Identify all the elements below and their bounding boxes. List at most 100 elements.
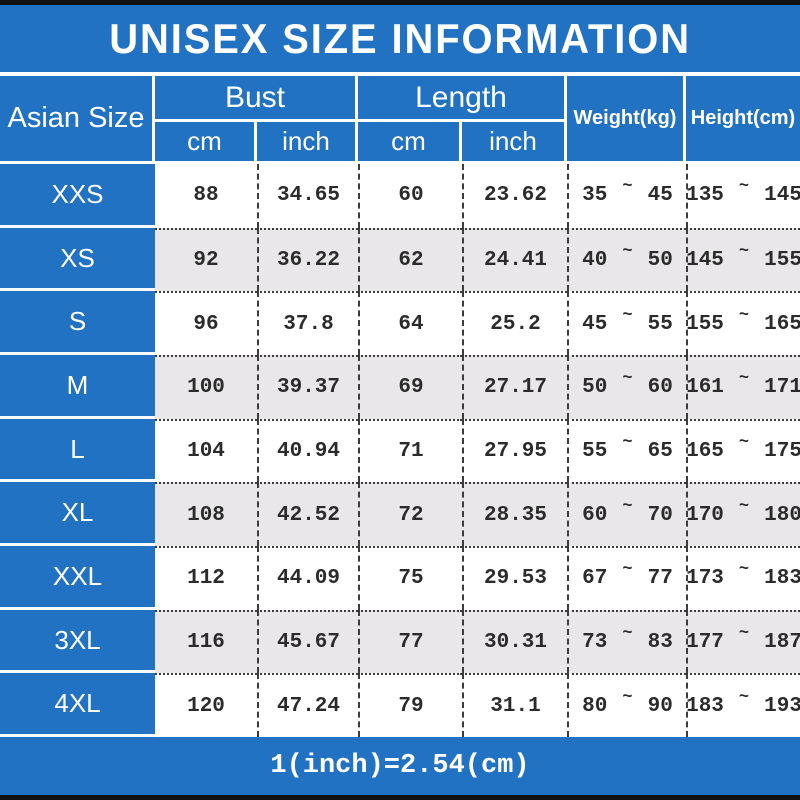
range-tilde: ~	[738, 624, 750, 644]
size-cell: 4XL	[0, 673, 155, 738]
table-row: L 104 40.94 71 27.95 55 ~65 165 ~175	[0, 418, 800, 483]
bust-inch-cell: 45.67	[257, 609, 358, 674]
bust-cm-cell: 116	[155, 609, 257, 674]
weight-range-cell: 67 ~77	[567, 546, 686, 610]
height-range-cell: 135 ~145	[686, 164, 800, 228]
weight-range-cell: 80 ~90	[567, 673, 686, 738]
height-range-cell: 173 ~183	[686, 546, 800, 610]
bust-cm-cell: 92	[155, 227, 257, 292]
table-row: S 96 37.8 64 25.2 45 ~55 155 ~165	[0, 291, 800, 356]
range-tilde: ~	[738, 433, 750, 453]
title-band: UNISEX SIZE INFORMATION	[0, 5, 800, 76]
length-inch-cell: 31.1	[462, 673, 567, 738]
length-cm-cell: 71	[358, 418, 462, 483]
length-cm-cell: 77	[358, 609, 462, 674]
range-tilde: ~	[738, 369, 750, 389]
length-inch-cell: 27.17	[462, 355, 567, 419]
range-tilde: ~	[738, 242, 750, 261]
header-cell-weight: Weight(kg)	[567, 76, 686, 161]
conversion-note: 1(inch)=2.54(cm)	[270, 751, 530, 781]
height-range-cell: 170 ~180	[686, 482, 800, 547]
length-cm-cell: 72	[358, 482, 462, 547]
header-cell-length: Length	[358, 76, 567, 122]
bust-cm-cell: 100	[155, 355, 257, 419]
range-tilde: ~	[738, 496, 750, 516]
size-cell: L	[0, 418, 155, 483]
bust-cm-cell: 112	[155, 546, 257, 610]
range-tilde: ~	[622, 624, 633, 644]
bust-cm-cell: 120	[155, 673, 257, 738]
height-range-cell: 183 ~193	[686, 673, 800, 738]
weight-range-cell: 45 ~55	[567, 291, 686, 356]
header-cell-bust: Bust	[155, 76, 358, 122]
weight-range-cell: 60 ~70	[567, 482, 686, 547]
weight-range-cell: 40 ~50	[567, 227, 686, 292]
bust-inch-cell: 44.09	[257, 546, 358, 610]
length-cm-cell: 62	[358, 227, 462, 292]
table-row: XS 92 36.22 62 24.41 40 ~50 145 ~155	[0, 227, 800, 292]
bust-inch-cell: 39.37	[257, 355, 358, 419]
bust-cm-cell: 96	[155, 291, 257, 356]
weight-range-cell: 50 ~60	[567, 355, 686, 419]
size-cell: M	[0, 355, 155, 419]
height-range-cell: 155 ~165	[686, 291, 800, 356]
range-tilde: ~	[738, 177, 750, 197]
range-tilde: ~	[622, 433, 633, 453]
length-inch-cell: 24.41	[462, 227, 567, 292]
length-inch-cell: 25.2	[462, 291, 567, 356]
table-row: XL 108 42.52 72 28.35 60 ~70 170 ~180	[0, 482, 800, 547]
size-cell: XS	[0, 227, 155, 292]
header-cell-height: Height(cm)	[686, 76, 800, 161]
table-header: Asian Size Bust Length Weight(kg) Height…	[0, 76, 800, 164]
range-tilde: ~	[622, 369, 633, 389]
range-tilde: ~	[622, 242, 633, 261]
subheader-bust-inch: inch	[257, 122, 358, 161]
table-body: XXS 88 34.65 60 23.62 35 ~45 135 ~145 XS 9…	[0, 164, 800, 738]
size-cell: XXS	[0, 164, 155, 228]
range-tilde: ~	[738, 687, 750, 707]
range-tilde: ~	[622, 305, 633, 325]
table-row: M 100 39.37 69 27.17 50 ~60 161 ~171	[0, 355, 800, 419]
height-range-cell: 177 ~187	[686, 609, 800, 674]
range-tilde: ~	[738, 560, 750, 580]
header-cell-asian-size: Asian Size	[0, 76, 155, 161]
bust-cm-cell: 108	[155, 482, 257, 547]
footer-band: 1(inch)=2.54(cm)	[0, 737, 800, 795]
subheader-bust-cm: cm	[155, 122, 257, 161]
table-row: 3XL 116 45.67 77 30.31 73 ~83 177 ~187	[0, 609, 800, 674]
range-tilde: ~	[622, 560, 633, 580]
height-range-cell: 161 ~171	[686, 355, 800, 419]
bust-inch-cell: 36.22	[257, 227, 358, 292]
bottom-bar	[0, 795, 800, 800]
height-range-cell: 145 ~155	[686, 227, 800, 292]
length-inch-cell: 27.95	[462, 418, 567, 483]
bust-inch-cell: 37.8	[257, 291, 358, 356]
table-row: 4XL 120 47.24 79 31.1 80 ~90 183 ~193	[0, 673, 800, 738]
table-row: XXS 88 34.65 60 23.62 35 ~45 135 ~145	[0, 164, 800, 228]
length-cm-cell: 60	[358, 164, 462, 228]
length-inch-cell: 30.31	[462, 609, 567, 674]
size-cell: XXL	[0, 546, 155, 610]
bust-cm-cell: 104	[155, 418, 257, 483]
size-cell: XL	[0, 482, 155, 547]
length-cm-cell: 79	[358, 673, 462, 738]
top-bar	[0, 0, 800, 5]
bust-inch-cell: 40.94	[257, 418, 358, 483]
height-range-cell: 165 ~175	[686, 418, 800, 483]
bust-inch-cell: 34.65	[257, 164, 358, 228]
length-cm-cell: 69	[358, 355, 462, 419]
range-tilde: ~	[622, 687, 633, 707]
size-cell: 3XL	[0, 609, 155, 674]
bust-inch-cell: 47.24	[257, 673, 358, 738]
weight-range-cell: 73 ~83	[567, 609, 686, 674]
length-inch-cell: 28.35	[462, 482, 567, 547]
range-tilde: ~	[622, 177, 633, 197]
weight-range-cell: 35 ~45	[567, 164, 686, 228]
length-cm-cell: 75	[358, 546, 462, 610]
weight-range-cell: 55 ~65	[567, 418, 686, 483]
length-inch-cell: 23.62	[462, 164, 567, 228]
length-inch-cell: 29.53	[462, 546, 567, 610]
subheader-length-cm: cm	[358, 122, 462, 161]
subheader-length-inch: inch	[462, 122, 567, 161]
